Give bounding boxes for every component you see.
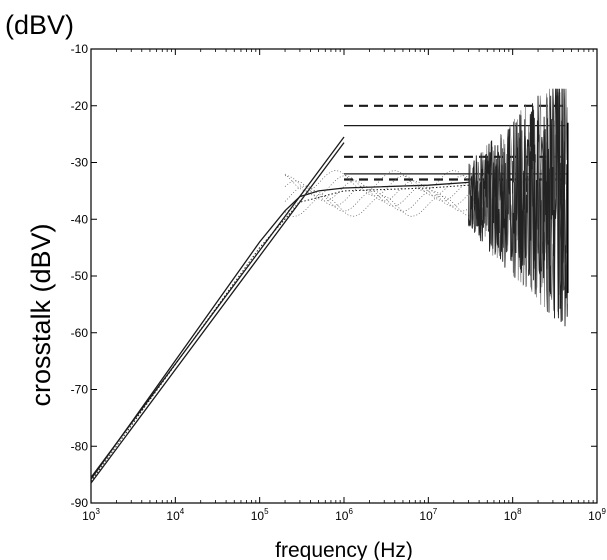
envelope-trace-2 <box>284 190 471 212</box>
noise-trace-4 <box>468 88 569 323</box>
y-tick-label-2: -20 <box>71 99 89 113</box>
y-tick-label-7: -70 <box>71 383 89 397</box>
y-tick-label-1: -10 <box>71 42 89 56</box>
series-line-3 <box>90 181 469 480</box>
y-tick-label-6: -60 <box>71 326 89 340</box>
y-unit-label: (dBV) <box>5 10 74 40</box>
envelope-trace-4 <box>284 180 471 202</box>
x-axis-label: frequency (Hz) <box>275 539 413 560</box>
y-axis-label: crosstalk (dBV) <box>26 223 56 406</box>
y-tick-label-3: -30 <box>71 156 89 170</box>
y-tick-label-4: -40 <box>71 212 89 226</box>
x-tick-label-2: 104 <box>166 507 184 523</box>
envelope-trace-3 <box>284 185 471 207</box>
x-tick-label-4: 106 <box>335 507 353 523</box>
axis-ticks: 103 104 105 106 107 108 109-10-20-30-40-50-60-… <box>71 42 607 523</box>
x-tick-label-3: 105 <box>251 507 269 523</box>
y-tick-label-5: -50 <box>71 269 89 283</box>
x-tick-label-7: 109 <box>588 507 606 523</box>
envelope-trace-5 <box>284 175 471 197</box>
noise-region <box>468 88 569 327</box>
x-tick-label-5: 107 <box>419 507 437 523</box>
y-tick-label-9: -90 <box>71 496 89 510</box>
y-tick-label-8: -80 <box>71 439 89 453</box>
series-line-2 <box>90 142 345 484</box>
envelope-trace-1 <box>284 195 471 217</box>
x-tick-label-6: 108 <box>504 507 522 523</box>
